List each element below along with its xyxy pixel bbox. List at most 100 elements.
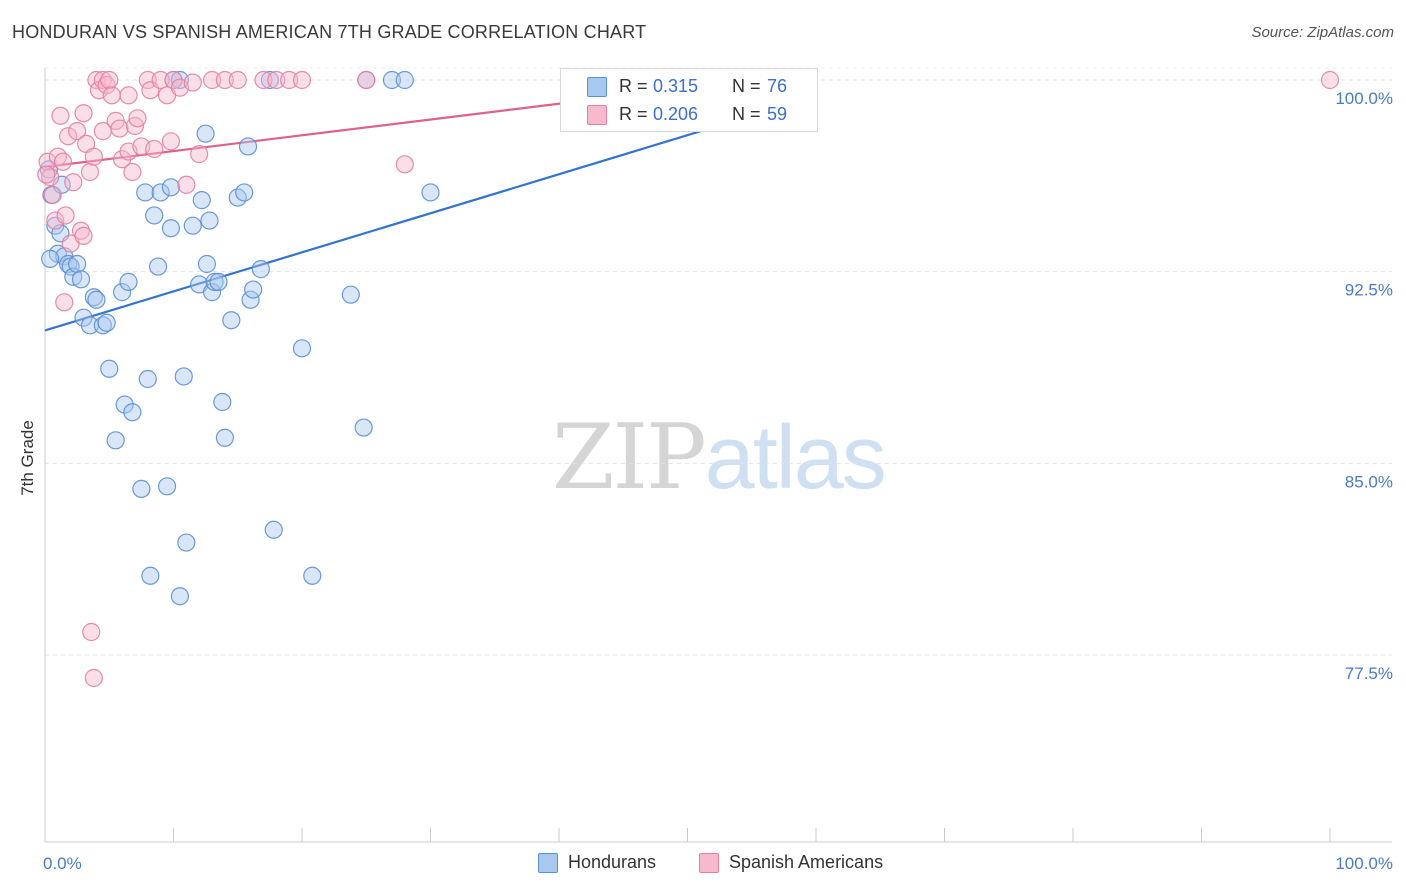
honduran-point [213,392,232,412]
spanish-american-point [202,70,222,90]
honduran-point [41,249,60,268]
honduran-point [200,211,219,230]
honduran-point [71,270,91,289]
spanish-american-point [97,76,116,95]
honduran-point [119,272,138,291]
honduran-point [68,254,87,274]
x-tick-label: 100.0% [1335,854,1393,873]
spanish-american-point [102,86,121,105]
honduran-point [84,288,103,307]
spanish-american-point [119,86,138,105]
honduran-point [215,428,234,447]
honduran-point [382,70,402,90]
spanish-american-point [395,155,414,174]
honduran-point [341,285,360,304]
y-tick-label: 77.5% [1345,664,1393,683]
honduran-point [115,395,134,414]
spanish-american-point [145,139,164,159]
legend-swatch-spanish-americans [587,105,607,125]
honduran-point [205,272,224,291]
honduran-point [197,254,217,274]
grid-lines [45,67,1392,656]
bottom-legend-swatch-spanish-americans [699,853,719,873]
spanish-american-point [190,145,209,164]
y-tick-label: 85.0% [1345,472,1393,491]
honduran-point [100,359,119,378]
spanish-american-point [100,70,119,90]
spanish-american-point [56,206,75,225]
y-axis-title: 7th Grade [18,420,37,496]
watermark: ZIPatlas [552,405,887,510]
honduran-point [421,183,440,202]
source-label: Source: ZipAtlas.com [1251,24,1394,41]
spanish-american-point [51,106,70,125]
spanish-american-point [267,70,286,90]
spanish-american-point [215,70,234,90]
legend-r-label: R = [619,104,648,124]
legend-n-label: N = [732,76,761,96]
honduran-point [209,272,228,291]
honduran-point [97,313,116,332]
correlation-legend: R = 0.315 N = 76 R = 0.206 N = 59 [560,68,818,132]
honduran-point [244,280,263,299]
spanish-american-point [228,70,247,90]
honduran-point [395,70,414,90]
honduran-point [112,283,132,302]
spanish-american-point [183,73,202,92]
honduran-point [183,216,202,235]
honduran-point [354,418,373,437]
honduran-point [192,191,211,210]
honduran-point [141,566,160,585]
spanish-american-point [177,175,196,194]
honduran-point [235,183,254,202]
legend-r-label: R = [619,76,648,96]
watermark-zip: ZIP [552,405,707,510]
spanish-american-point [292,70,312,90]
spanish-american-point [64,173,83,192]
honduran-point [106,431,125,450]
spanish-american-point [151,70,170,90]
honduran-point [292,339,312,358]
honduran-point [174,367,193,386]
honduran-point [222,311,241,330]
spanish-american-point [110,119,129,138]
honduran-point [136,183,155,202]
legend-r-value: 0.315 [653,76,699,96]
spanish-american-point [161,132,181,151]
legend-swatch-hondurans [587,77,607,97]
honduran-point [39,160,58,179]
honduran-point [157,477,177,496]
chart-title: HONDURAN VS SPANISH AMERICAN 7TH GRADE C… [12,22,647,42]
x-tick-label: 0.0% [43,854,82,873]
legend-n-value: 76 [767,76,788,96]
honduran-point [251,260,270,279]
spanish-american-point [74,104,93,123]
spanish-american-point [46,211,65,230]
spanish-american-point [80,162,100,182]
spanish-american-point [280,70,299,90]
spanish-american-point [1320,70,1340,90]
spanish-american-point [357,70,376,90]
honduran-point [260,70,279,90]
honduran-point [238,137,258,156]
spanish-american-point [254,70,273,90]
spanish-american-point [128,109,147,128]
tick-labels: 77.5% 85.0% 92.5% 100.0% 0.0% 100.0% 7th Grade [18,89,1393,873]
honduran-point [87,290,106,309]
honduran-point [303,566,322,585]
spanish-american-point [84,668,103,688]
honduran-point [177,533,196,552]
honduran-point [123,403,142,422]
honduran-point [148,257,168,276]
honduran-point [151,183,170,202]
bottom-legend-label-spanish-americans: Spanish Americans [729,852,884,872]
data-points [37,70,1340,688]
honduran-point [161,178,181,197]
spanish-american-point [48,147,67,166]
y-tick-label: 100.0% [1335,89,1393,108]
spanish-american-point [123,162,142,182]
spanish-american-point [55,293,74,312]
honduran-point [264,520,283,539]
legend-n-label: N = [732,104,761,124]
spanish-american-point [84,147,103,166]
